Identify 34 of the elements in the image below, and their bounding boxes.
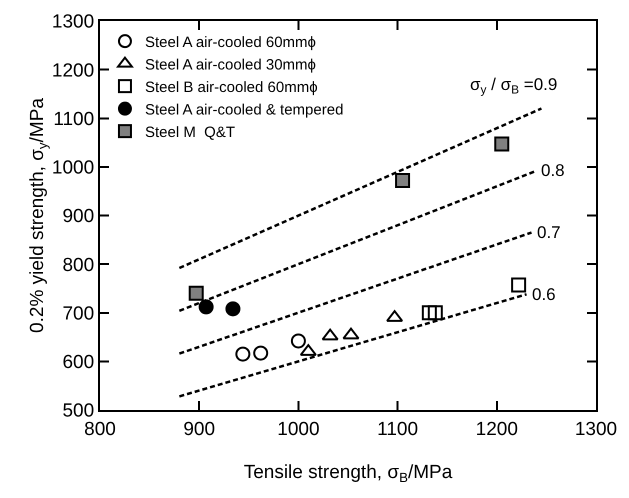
y-tick-label: 700 [62, 303, 94, 324]
legend-label: Steel A air-cooled & tempered [144, 101, 344, 118]
series-label: σ$_{y}$ / σ$_{B}$ =0.9 [470, 75, 558, 97]
y-tick-label: 800 [62, 254, 94, 276]
point [198, 299, 214, 314]
point [225, 301, 240, 316]
x-tick-label: 900 [183, 418, 216, 440]
y-tick-label: 1200 [52, 60, 94, 82]
point [188, 286, 204, 301]
legend-label: Steel A air-cooled 60mmϕ [144, 34, 316, 51]
point [290, 333, 306, 348]
series-label: 0.8 [541, 161, 565, 180]
y-tick-label: 900 [62, 206, 94, 228]
x-axis-title: Tensile strength, σ$_{B}$/MPa [244, 462, 453, 485]
legend-label: Steel B air-cooled 60mmϕ [144, 78, 318, 96]
series-label: 0.6 [532, 285, 556, 304]
y-tick-label: 1100 [53, 108, 94, 130]
point [494, 136, 510, 152]
point [253, 346, 268, 361]
point [428, 305, 443, 320]
point [395, 172, 410, 188]
point [235, 346, 250, 362]
y-tick-label: 600 [62, 352, 94, 374]
y-tick-label: 1000 [52, 158, 94, 179]
legend-label: Steel A air-cooled 30mmϕ [144, 56, 316, 74]
x-tick-label: 1200 [476, 418, 518, 440]
x-tick-label: 1100 [377, 418, 418, 440]
series-label: 0.7 [537, 223, 561, 242]
legend-label: Steel M Q&T [144, 124, 235, 141]
x-tick-label: 1000 [277, 418, 320, 440]
point [511, 278, 526, 293]
x-tick-label: 1300 [574, 418, 618, 440]
point [422, 305, 437, 320]
y-tick-label: 1300 [52, 12, 94, 33]
